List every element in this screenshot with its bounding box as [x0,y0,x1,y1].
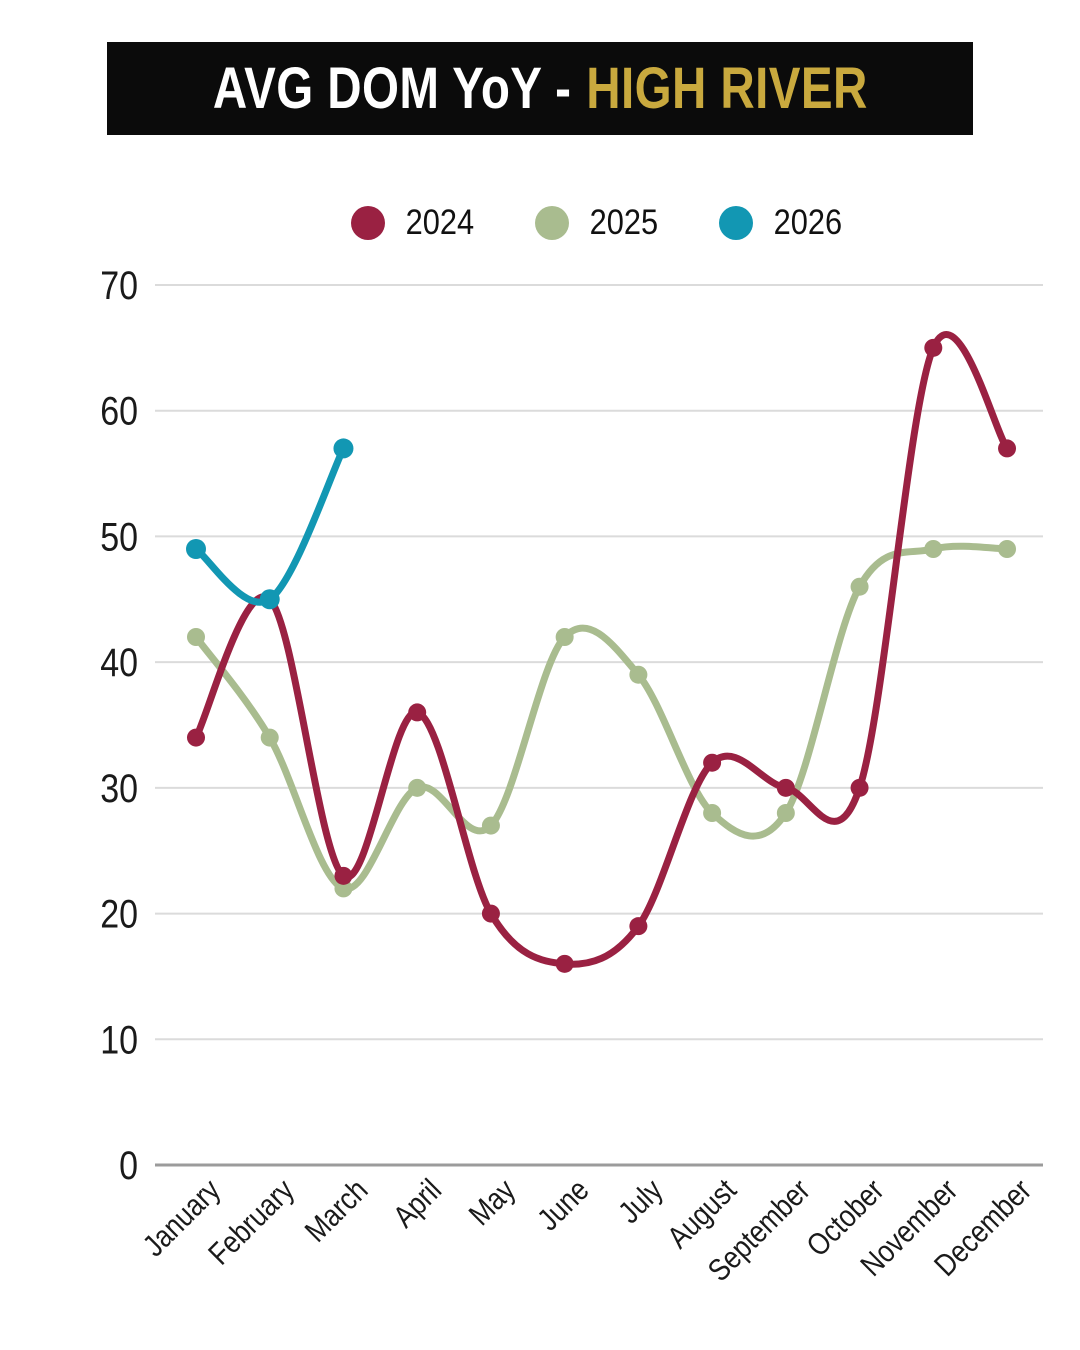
legend-label-2026: 2026 [773,203,843,242]
chart-title-highlight: HIGH RIVER [585,56,868,121]
data-point-2024-april [408,703,427,722]
chart-title-main: AVG DOM YoY - [212,56,572,121]
chart-title: AVG DOM YoY - HIGH RIVER [213,55,868,122]
legend-swatch-2026-icon [718,206,753,240]
legend-label-2025: 2025 [589,203,659,242]
data-point-2024-may [481,904,500,923]
chart-title-banner: AVG DOM YoY - HIGH RIVER [107,42,973,135]
legend-label-2024: 2024 [405,203,475,242]
data-point-2025-february [260,728,279,747]
y-axis-label-10: 10 [100,1017,138,1062]
x-axis-label-april: April [387,1173,449,1235]
x-axis-label-may: May [463,1173,523,1233]
y-axis-label-0: 0 [119,1142,138,1187]
data-point-2025-august [703,804,722,822]
legend-item-2024: 2024 [351,203,479,243]
data-point-2024-december [998,439,1017,458]
data-point-2024-june [555,954,574,973]
series-line-2024 [192,331,1011,968]
data-point-2025-december [998,540,1017,558]
legend-item-2025: 2025 [535,203,663,243]
y-axis-label-30: 30 [100,765,138,810]
data-point-2024-august [703,753,722,772]
data-point-2024-october [850,778,869,797]
x-axis-label-june: June [531,1173,596,1238]
y-axis-label-50: 50 [100,514,138,559]
data-point-2026-january [186,539,206,559]
y-axis-label-60: 60 [100,388,138,433]
data-point-2025-march [334,879,353,898]
data-point-2025-may [481,816,500,835]
series-line-2026 [192,444,347,606]
data-point-2026-march [333,438,354,459]
data-point-2025-october [850,577,869,596]
data-point-2025-january [187,628,205,646]
data-point-2025-april [408,778,427,797]
data-point-2025-june [555,628,574,646]
y-axis-label-70: 70 [100,262,138,307]
data-point-2024-march [334,866,353,885]
data-point-2024-july [629,917,648,936]
data-point-2025-july [629,665,648,684]
data-point-2024-january [187,728,205,747]
y-axis-label-20: 20 [100,891,138,936]
data-point-2026-february [259,589,280,610]
legend-swatch-2025-icon [535,206,570,240]
series-line-2025 [192,542,1011,893]
data-point-2024-september [776,778,795,797]
legend-item-2026: 2026 [718,203,847,243]
legend-swatch-2024-icon [351,206,386,240]
data-point-2025-september [776,804,795,822]
data-point-2025-november [924,540,943,558]
chart-legend: 2024 2025 2026 [155,197,1043,249]
data-point-2024-november [924,338,943,357]
x-axis-label-march: March [299,1173,375,1249]
x-axis-label-july: July [612,1173,670,1231]
y-axis-label-40: 40 [100,640,138,685]
